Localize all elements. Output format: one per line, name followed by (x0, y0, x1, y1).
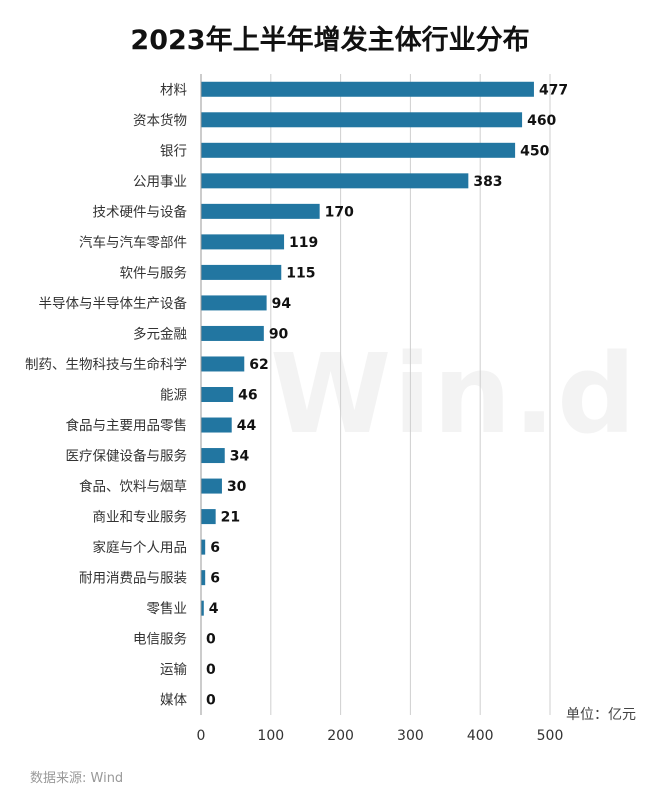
unit-label: 单位：亿元 (566, 707, 636, 723)
bar (201, 509, 216, 525)
chart-title: 2023年上半年增发主体行业分布 (130, 25, 530, 56)
bar (201, 387, 234, 402)
value-label: 119 (289, 235, 318, 251)
bar (201, 142, 516, 158)
bar (201, 356, 245, 372)
category-label: 多元金融 (133, 325, 187, 342)
category-label: 电信服务 (133, 632, 187, 648)
category-label: 零售业 (147, 601, 188, 617)
value-label: 90 (269, 326, 289, 342)
bar (201, 112, 523, 128)
category-label: 能源 (160, 388, 187, 404)
x-tick-label: 100 (257, 728, 284, 744)
value-label: 115 (286, 265, 315, 281)
category-label: 商业和专业服务 (93, 510, 188, 526)
category-label: 食品与主要用品零售 (66, 417, 188, 434)
bar (201, 570, 206, 586)
bar (201, 448, 225, 464)
x-tick-label: 500 (537, 728, 564, 744)
bar (201, 417, 232, 433)
value-label: 30 (227, 479, 247, 495)
x-tick-label: 0 (197, 728, 206, 744)
category-label: 食品、饮料与烟草 (79, 478, 187, 495)
category-label: 软件与服务 (120, 265, 188, 281)
category-label: 制药、生物科技与生命科学 (25, 356, 187, 373)
bar (201, 478, 222, 494)
value-label: 0 (206, 632, 216, 648)
value-label: 94 (272, 296, 292, 312)
bar (201, 81, 534, 97)
value-label: 0 (206, 662, 216, 678)
bar (201, 203, 320, 219)
category-label: 运输 (160, 662, 187, 678)
value-label: 0 (206, 693, 216, 709)
value-label: 460 (527, 113, 556, 129)
value-label: 44 (237, 418, 257, 434)
bar (201, 173, 469, 189)
x-tick-label: 400 (467, 728, 494, 744)
watermark: Win.d (270, 330, 638, 458)
value-label: 477 (539, 82, 568, 98)
value-label: 21 (221, 510, 240, 526)
x-tick-label: 200 (327, 728, 354, 744)
bar (201, 539, 206, 555)
category-label: 技术硬件与设备 (93, 203, 188, 220)
bar (201, 325, 264, 341)
value-label: 6 (210, 571, 220, 587)
x-tick-label: 300 (397, 728, 424, 744)
value-label: 4 (209, 601, 219, 617)
bar (201, 264, 282, 280)
bar (201, 600, 204, 616)
value-label: 383 (473, 174, 502, 190)
category-label: 资本货物 (133, 112, 187, 129)
category-label: 耐用消费品与服装 (79, 571, 187, 587)
value-label: 46 (238, 388, 257, 404)
category-label: 媒体 (160, 693, 187, 709)
value-label: 170 (325, 204, 354, 220)
category-label: 汽车与汽车零部件 (79, 234, 187, 251)
bar (201, 234, 285, 250)
value-label: 34 (230, 449, 250, 465)
value-label: 6 (210, 540, 220, 556)
source-note: 数据来源: Wind (30, 771, 124, 786)
category-label: 公用事业 (133, 174, 187, 190)
category-label: 医疗保健设备与服务 (66, 448, 188, 465)
value-label: 62 (249, 357, 268, 373)
category-label: 家庭与个人用品 (93, 539, 188, 556)
category-label: 银行 (160, 143, 187, 159)
category-label: 半导体与半导体生产设备 (39, 295, 188, 312)
value-label: 450 (520, 143, 549, 159)
category-label: 材料 (160, 82, 187, 98)
bar (201, 295, 267, 311)
